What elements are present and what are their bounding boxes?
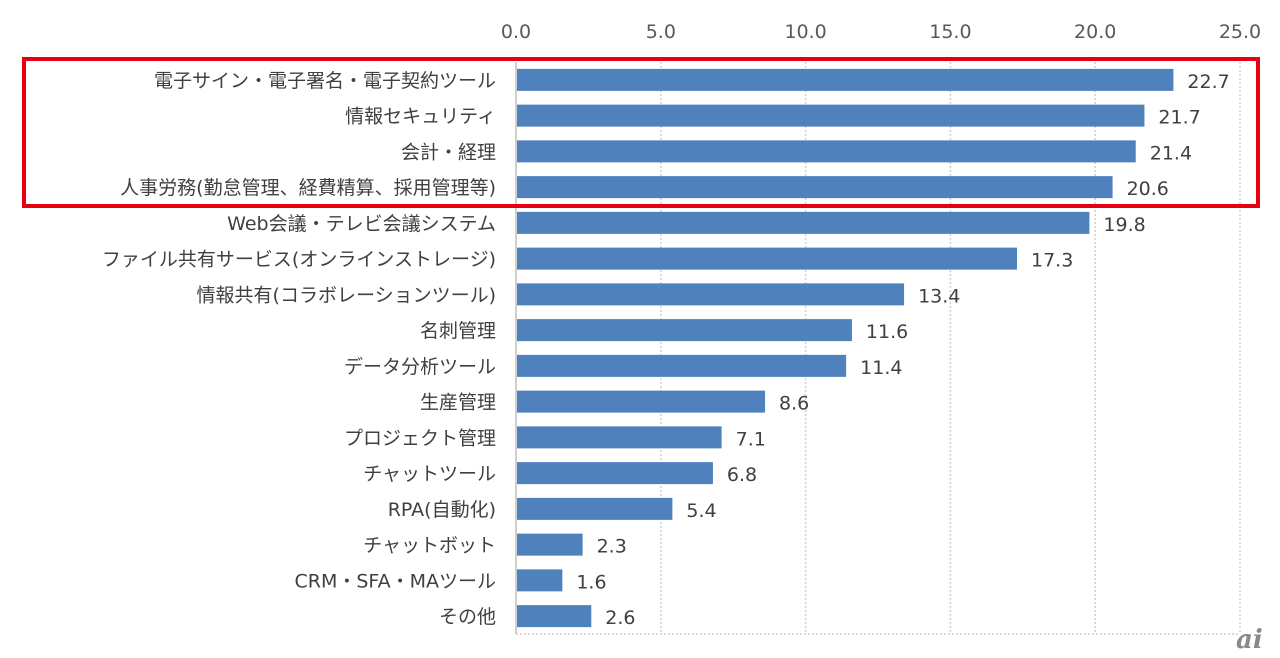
- logo: ai: [1236, 625, 1263, 655]
- category-label: 人事労務(勤怠管理、経費精算、採用管理等): [120, 177, 496, 199]
- value-label: 1.6: [576, 571, 606, 593]
- category-label: 名刺管理: [420, 320, 496, 342]
- value-label: 5.4: [686, 500, 716, 522]
- bar: [517, 390, 766, 413]
- category-label: ファイル共有サービス(オンラインストレージ): [102, 249, 496, 271]
- bar: [517, 176, 1113, 199]
- value-label: 2.3: [597, 536, 627, 558]
- bar: [517, 497, 673, 520]
- value-label: 11.4: [860, 357, 902, 379]
- category-label: CRM・SFA・MAツール: [295, 570, 497, 592]
- value-label: 21.4: [1150, 142, 1192, 164]
- value-label: 8.6: [779, 393, 809, 415]
- bar: [517, 68, 1174, 91]
- value-label: 7.1: [736, 428, 766, 450]
- category-label: 会計・経理: [401, 141, 496, 163]
- bar: [517, 533, 583, 556]
- bar: [517, 462, 713, 485]
- gridlines: [515, 62, 1241, 635]
- value-label: 22.7: [1187, 71, 1229, 93]
- value-label: 2.6: [605, 607, 635, 629]
- value-label: 13.4: [918, 285, 960, 307]
- category-label: その他: [439, 606, 496, 628]
- bar: [517, 140, 1136, 163]
- bar: [517, 569, 563, 592]
- x-tick-label: 15.0: [929, 21, 971, 43]
- category-label: データ分析ツール: [344, 356, 496, 378]
- value-labels: 22.7 21.7 21.4 20.6 19.8 17.3 13.4 11.6 11.4 8.6 7…: [576, 71, 1229, 629]
- value-label: 17.3: [1031, 250, 1073, 272]
- x-tick-label: 25.0: [1219, 21, 1261, 43]
- bar: [517, 354, 847, 377]
- bar: [517, 211, 1090, 234]
- category-label: 生産管理: [420, 392, 496, 414]
- bar: [517, 283, 905, 306]
- category-label: チャットボット: [363, 535, 496, 557]
- x-tick-label: 10.0: [784, 21, 826, 43]
- value-label: 6.8: [727, 464, 757, 486]
- value-label: 21.7: [1158, 107, 1200, 129]
- category-label: 情報セキュリティ: [345, 106, 496, 128]
- category-label: 電子サイン・電子署名・電子契約ツール: [154, 70, 496, 92]
- x-tick-label: 0.0: [501, 21, 531, 43]
- highlight-box: [22, 57, 1260, 208]
- bar: [517, 104, 1145, 127]
- category-label: チャットツール: [363, 463, 496, 485]
- value-label: 19.8: [1103, 214, 1145, 236]
- category-label: RPA(自動化): [388, 499, 496, 521]
- bar: [517, 319, 852, 342]
- x-tick-label: 5.0: [646, 21, 676, 43]
- value-label: 20.6: [1127, 178, 1169, 200]
- category-label: Web会議・テレビ会議システム: [227, 213, 496, 235]
- category-label: 情報共有(コラボレーションツール): [197, 284, 496, 306]
- x-tick-label: 20.0: [1074, 21, 1116, 43]
- category-labels: 電子サイン・電子署名・電子契約ツール情報セキュリティ会計・経理人事労務(勤怠管理…: [102, 70, 496, 628]
- bar: [517, 426, 722, 449]
- bar: [517, 605, 592, 628]
- bars: [517, 68, 1174, 628]
- category-label: プロジェクト管理: [344, 427, 496, 449]
- value-label: 11.6: [866, 321, 908, 343]
- x-axis-ticks: 0.0 5.0 10.0 15.0 20.0 25.0: [501, 21, 1261, 43]
- bar: [517, 247, 1018, 270]
